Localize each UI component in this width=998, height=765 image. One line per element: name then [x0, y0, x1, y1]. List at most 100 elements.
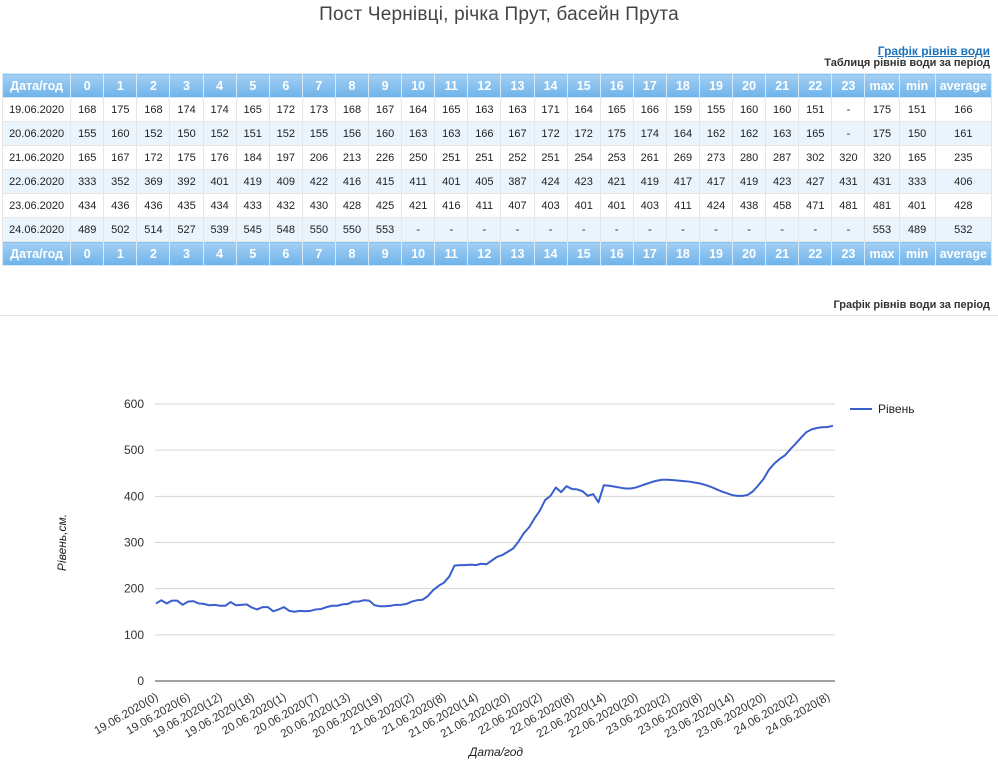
table-cell: 254: [566, 145, 601, 170]
table-cell: 253: [599, 145, 634, 170]
row-date-cell: 21.06.2020: [1, 145, 72, 170]
table-cell: 151: [798, 97, 833, 122]
column-header: 0: [70, 73, 105, 98]
table-row: 21.06.2020 165 167 172 175 176 184 197 206 213 226…: [1, 145, 993, 170]
table-cell: 151: [235, 121, 270, 146]
y-tick-label: 500: [124, 443, 144, 457]
table-cell: 165: [235, 97, 270, 122]
table-cell: 527: [169, 217, 204, 242]
column-header: 18: [665, 73, 700, 98]
table-caption: Таблиця рівнів води за період: [824, 57, 990, 69]
table-cell: 251: [533, 145, 568, 170]
row-date-cell: 23.06.2020: [1, 193, 72, 218]
table-cell: 165: [798, 121, 833, 146]
table-cell: 155: [70, 121, 105, 146]
table-cell: 423: [765, 169, 800, 194]
table-cell: 162: [732, 121, 767, 146]
table-cell: 438: [732, 193, 767, 218]
table-cell: 421: [401, 193, 436, 218]
table-cell: 151: [898, 97, 936, 122]
y-tick-label: 300: [124, 536, 144, 550]
table-cell: 489: [898, 217, 936, 242]
column-header: 23: [831, 73, 866, 98]
column-header: 3: [169, 73, 204, 98]
table-cell: 320: [864, 145, 900, 170]
chart-link[interactable]: Графік рівнів води: [877, 44, 990, 58]
table-cell: 165: [898, 145, 936, 170]
legend-label: Рівень: [878, 402, 914, 416]
column-header: 16: [599, 73, 634, 98]
table-cell: 160: [368, 121, 403, 146]
table-cell: 252: [500, 145, 535, 170]
table-cell: 434: [202, 193, 237, 218]
table-cell: 164: [401, 97, 436, 122]
table-cell: 235: [934, 145, 993, 170]
table-cell: 427: [798, 169, 833, 194]
column-header: 11: [434, 241, 469, 266]
column-header: 17: [632, 73, 667, 98]
column-header: 21: [765, 73, 800, 98]
column-header: 6: [268, 241, 303, 266]
table-cell: 166: [934, 97, 993, 122]
row-date-cell: 22.06.2020: [1, 169, 72, 194]
column-header: 13: [500, 241, 535, 266]
table-cell: -: [798, 217, 833, 242]
table-row: 22.06.2020 333 352 369 392 401 419 409 422 416 415…: [1, 169, 993, 194]
table-cell: -: [401, 217, 436, 242]
levels-table-container: Дата/год 0 1 2 3 4 5 6 7 8 9 10 11 12 13 14 15 16 17 18 19 20…: [1, 73, 993, 266]
table-cell: 415: [368, 169, 403, 194]
table-cell: 553: [368, 217, 403, 242]
table-cell: -: [665, 217, 700, 242]
table-cell: 539: [202, 217, 237, 242]
table-cell: 273: [698, 145, 734, 170]
table-cell: 163: [434, 121, 469, 146]
table-cell: 406: [934, 169, 993, 194]
column-header: 15: [566, 241, 601, 266]
table-cell: 176: [202, 145, 237, 170]
table-cell: -: [698, 217, 734, 242]
table-header-row: Дата/год 0 1 2 3 4 5 6 7 8 9 10 11 12 13 14 15 16 17 18 19 20…: [1, 73, 993, 98]
table-cell: 171: [533, 97, 568, 122]
table-cell: 287: [765, 145, 800, 170]
table-cell: 401: [599, 193, 634, 218]
table-cell: 172: [566, 121, 601, 146]
table-cell: 175: [599, 121, 634, 146]
table-cell: 165: [434, 97, 469, 122]
column-header: average: [934, 241, 993, 266]
table-cell: 175: [169, 145, 204, 170]
table-cell: 152: [268, 121, 303, 146]
table-cell: 164: [566, 97, 601, 122]
table-cell: 401: [434, 169, 469, 194]
column-header: average: [934, 73, 993, 98]
table-cell: 150: [898, 121, 936, 146]
table-cell: 411: [467, 193, 502, 218]
page-title: Пост Чернівці, річка Прут, басейн Прута: [319, 4, 679, 25]
table-cell: -: [831, 217, 866, 242]
table-cell: 481: [864, 193, 900, 218]
table-cell: 164: [665, 121, 700, 146]
table-cell: 424: [533, 169, 568, 194]
table-cell: 430: [301, 193, 336, 218]
table-cell: 417: [665, 169, 700, 194]
column-header: 7: [301, 73, 336, 98]
column-header: 16: [599, 241, 634, 266]
table-cell: 545: [235, 217, 270, 242]
table-cell: 184: [235, 145, 270, 170]
column-header: 15: [566, 73, 601, 98]
column-header: 17: [632, 241, 667, 266]
table-cell: 261: [632, 145, 667, 170]
column-header: 23: [831, 241, 866, 266]
table-cell: 152: [136, 121, 171, 146]
x-axis-title: Дата/год: [467, 745, 523, 759]
column-header: 4: [202, 241, 237, 266]
column-header: 5: [235, 73, 270, 98]
table-cell: -: [732, 217, 767, 242]
table-cell: 401: [202, 169, 237, 194]
column-header: 19: [698, 241, 734, 266]
table-cell: 333: [898, 169, 936, 194]
table-cell: 160: [765, 97, 800, 122]
column-header: 13: [500, 73, 535, 98]
table-cell: 433: [235, 193, 270, 218]
table-row: 19.06.2020 168 175 168 174 174 165 172 173 168 167…: [1, 97, 993, 122]
column-header: 14: [533, 73, 568, 98]
